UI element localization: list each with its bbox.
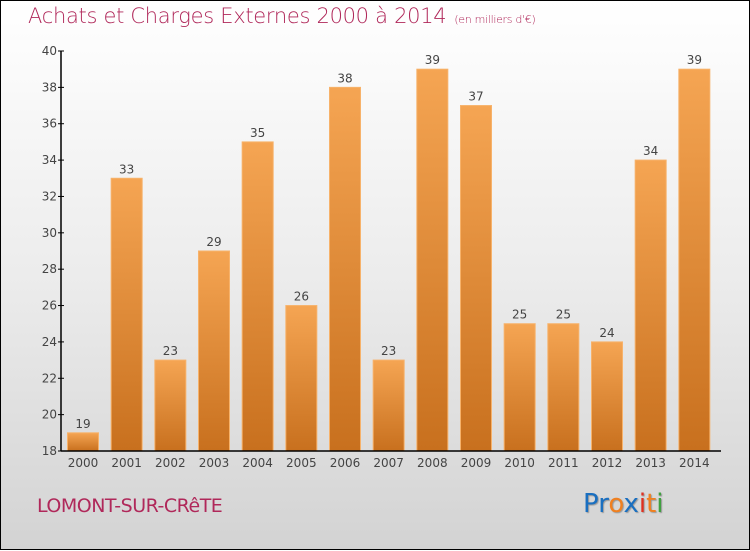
- value-label-2000: 19: [75, 417, 90, 431]
- y-tick-label-36: 36: [42, 117, 57, 131]
- x-tick-label-2002: 2002: [155, 456, 186, 470]
- value-label-2006: 38: [337, 71, 352, 85]
- y-tick-label-22: 22: [42, 371, 57, 385]
- value-label-2013: 34: [643, 144, 658, 158]
- y-tick-label-40: 40: [42, 44, 57, 58]
- x-tick-label-2014: 2014: [679, 456, 710, 470]
- y-tick-label-24: 24: [42, 335, 57, 349]
- value-label-2014: 39: [687, 53, 702, 67]
- bar-2007: [372, 359, 405, 452]
- bar-2000: [67, 432, 99, 452]
- bar-2002: [154, 359, 187, 452]
- x-tick-label-2006: 2006: [330, 456, 361, 470]
- bar-2009: [460, 105, 492, 452]
- x-tick-label-2007: 2007: [373, 456, 404, 470]
- value-label-2009: 37: [468, 90, 483, 104]
- bar-2008: [416, 68, 449, 452]
- x-tick-label-2011: 2011: [548, 456, 579, 470]
- x-tick-label-2005: 2005: [286, 456, 317, 470]
- town-name: LOMONT-SUR-CRêTE: [37, 495, 223, 517]
- x-tick-label-2008: 2008: [417, 456, 448, 470]
- proxiti-logo[interactable]: Proxiti: [583, 489, 664, 519]
- value-label-2005: 26: [294, 290, 309, 304]
- value-label-2008: 39: [425, 53, 440, 67]
- value-label-2002: 23: [163, 344, 178, 358]
- value-label-2001: 33: [119, 162, 134, 176]
- logo-letter: r: [598, 489, 609, 519]
- y-tick-label-38: 38: [42, 80, 57, 94]
- bar-2012: [591, 341, 623, 452]
- value-label-2004: 35: [250, 126, 265, 140]
- x-tick-label-2004: 2004: [242, 456, 273, 470]
- logo-letter: i: [656, 489, 664, 519]
- bar-2003: [198, 250, 230, 452]
- title-unit: (en milliers d'€): [454, 13, 536, 26]
- x-tick-label-2013: 2013: [635, 456, 666, 470]
- bar-2005: [285, 305, 318, 452]
- bar-2014: [678, 68, 711, 452]
- logo-letter: P: [583, 489, 599, 519]
- x-tick-label-2009: 2009: [461, 456, 492, 470]
- logo-letter: o: [608, 489, 624, 519]
- bar-2004: [241, 141, 274, 452]
- y-tick-label-26: 26: [42, 299, 57, 313]
- bar-2001: [110, 177, 143, 452]
- value-label-2003: 29: [206, 235, 221, 249]
- x-tick-label-2001: 2001: [111, 456, 142, 470]
- x-tick-label-2012: 2012: [592, 456, 623, 470]
- value-label-2012: 24: [599, 326, 614, 340]
- y-tick-label-32: 32: [42, 189, 57, 203]
- logo-letter: t: [646, 489, 657, 519]
- title-text: Achats et Charges Externes 2000 à 2014: [28, 4, 447, 28]
- bar-2006: [329, 86, 361, 452]
- bar-2010: [503, 323, 536, 452]
- x-tick-label-2000: 2000: [68, 456, 99, 470]
- value-label-2011: 25: [556, 308, 571, 322]
- y-tick-label-28: 28: [42, 262, 57, 276]
- bar-2013: [634, 159, 667, 452]
- logo-letter: i: [638, 489, 647, 519]
- chart-title: Achats et Charges Externes 2000 à 2014 (e…: [28, 4, 536, 28]
- value-label-2007: 23: [381, 344, 396, 358]
- x-tick-label-2010: 2010: [504, 456, 535, 470]
- x-tick-label-2003: 2003: [199, 456, 230, 470]
- y-tick-label-34: 34: [42, 153, 57, 167]
- y-tick-label-20: 20: [42, 408, 57, 422]
- logo-letter: x: [623, 489, 639, 519]
- bar-2011: [547, 323, 580, 452]
- y-tick-label-30: 30: [42, 226, 57, 240]
- value-label-2010: 25: [512, 308, 527, 322]
- y-tick-label-18: 18: [42, 444, 57, 458]
